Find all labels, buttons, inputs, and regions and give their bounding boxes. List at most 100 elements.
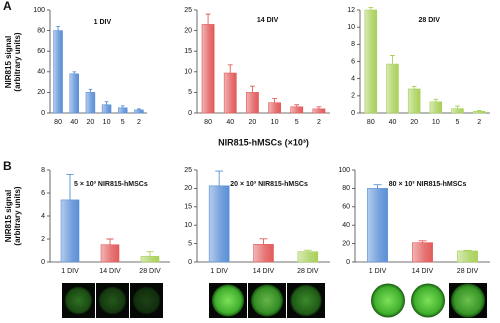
bar [451,108,464,114]
y-tick-label: 60 [37,48,45,55]
x-tick-label: 14 DIV [412,268,434,275]
y-tick-label: 2 [41,236,45,243]
image-cell [64,286,93,315]
y-tick-label: 20 [184,185,192,192]
chart-title: 14 DIV [257,17,279,24]
bar [101,104,112,114]
y-tick-label: 20 [37,89,45,96]
bar [386,63,399,114]
bar [429,101,443,114]
y-tick-label: 20 [342,240,350,247]
bar [53,30,63,114]
x-tick-label: 2 [317,119,321,126]
error-bar [455,105,460,109]
chart-title: 5 × 10³ NIR815-hMSCs [74,181,148,188]
y-tick-label: 0 [188,259,192,266]
bar [297,251,319,263]
panel-label: B [3,159,12,173]
error-bar [259,238,268,245]
error-bar [227,64,233,74]
y-tick-label: 8 [351,41,355,48]
bar [223,72,237,114]
bar [407,88,421,114]
error-bar [272,98,278,103]
y-tick-label: 10 [184,222,192,229]
image-cell [451,283,485,318]
error-bar [476,109,482,112]
error-bar [106,238,114,245]
bar [290,106,304,114]
chart-title: 20 × 10³ NIR815-hMSCs [230,181,308,188]
error-bar [56,26,60,31]
x-tick-label: 1 DIV [369,268,387,275]
y-tick-label: 20 [184,27,192,34]
x-tick-label: 10 [432,119,440,126]
y-tick-label: 0 [41,110,45,117]
y-tick-label: 40 [342,222,350,229]
x-tick-label: 20 [410,119,418,126]
y-tick-label: 4 [351,76,355,83]
error-bar [137,108,141,110]
x-tick-label: 10 [271,119,279,126]
x-tick-label: 5 [295,119,299,126]
x-tick-label: 5 [121,119,125,126]
panel-label: A [3,0,12,13]
bar [472,110,486,114]
x-tick-label: 40 [226,119,234,126]
x-tick-label: 28 DIV [457,268,479,275]
error-bar [390,55,395,65]
error-bar [66,174,74,200]
y-tick-label: 25 [184,7,192,14]
y-tick-label: 4 [41,213,45,220]
y-axis-label: NIR815 signal [4,36,13,88]
image-cell [251,284,283,317]
chart-title: 28 DIV [419,17,441,24]
x-tick-label: 5 [456,119,460,126]
x-tick-label: 14 DIV [99,268,121,275]
image-cell [212,284,244,317]
y-tick-label: 5 [188,240,192,247]
error-bar [368,6,374,10]
bar [134,109,144,114]
bar [246,92,259,114]
image-cell [411,283,445,318]
y-tick-label: 25 [184,167,192,174]
bar [457,250,478,263]
y-tick-label: 2 [351,93,355,100]
error-bar [146,251,154,257]
y-tick-label: 5 [188,89,192,96]
bar [85,92,96,114]
y-tick-label: 40 [37,69,45,76]
bar [60,199,80,263]
error-bar [411,85,417,89]
bar [140,255,160,263]
error-bar [294,104,300,107]
bar [118,107,128,114]
y-tick-label: 0 [351,110,355,117]
y-axis-label: NIR815 signal [4,190,13,242]
error-bar [88,88,93,93]
x-tick-label: 10 [103,119,111,126]
y-tick-label: 10 [184,69,192,76]
y-tick-label: 80 [37,27,45,34]
bar [100,244,120,263]
x-tick-label: 14 DIV [253,268,275,275]
y-tick-label: 15 [184,204,192,211]
x-tick-label: 2 [137,119,141,126]
x-tick-label: 80 [367,119,375,126]
y-tick-label: 100 [33,7,45,14]
error-bar [104,101,109,105]
bar [69,73,79,114]
chart-title: 80 × 10³ NIR815-hMSCs [389,181,467,188]
y-tick-label: 6 [351,58,355,65]
bar [268,102,281,114]
x-tick-label: 20 [87,119,95,126]
error-bar [433,98,439,102]
image-cell [98,286,127,315]
image-cell [290,284,322,317]
y-tick-label: 100 [338,167,350,174]
bar [253,244,274,263]
error-bar [249,85,255,93]
x-tick-label: 80 [54,119,62,126]
bar [312,108,326,114]
